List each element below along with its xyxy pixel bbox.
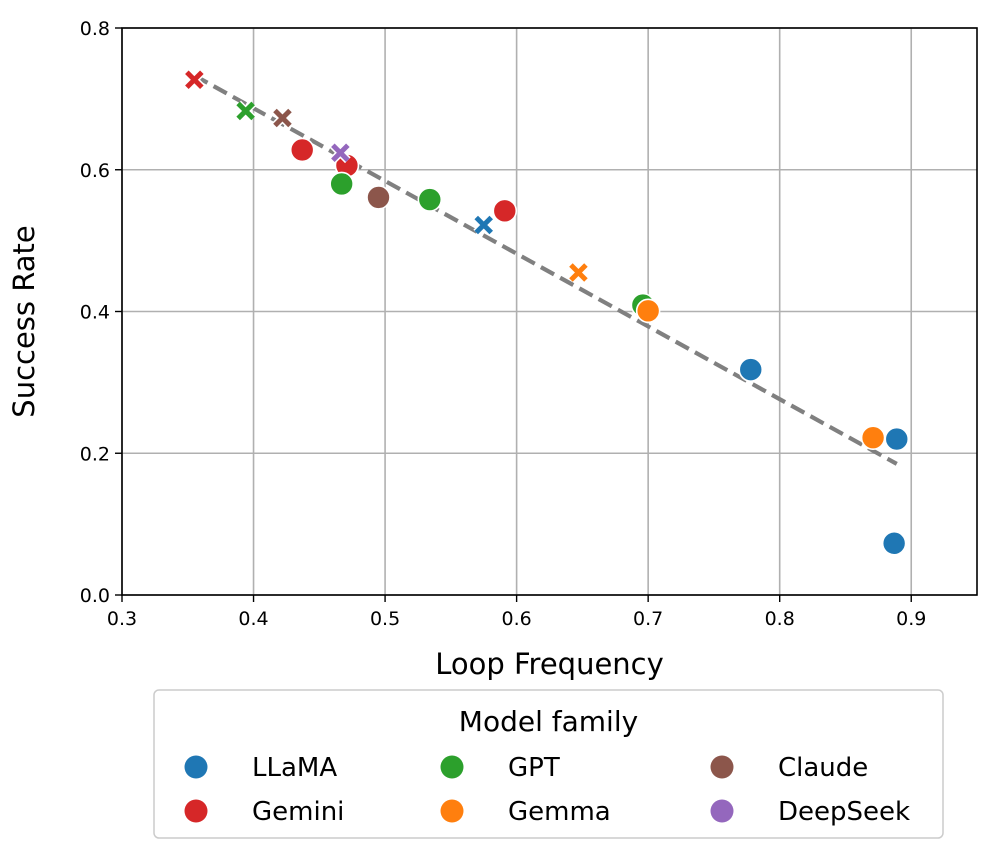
legend-item-gemini: Gemini [184, 797, 344, 827]
deepseek-point-x-marker [330, 142, 351, 164]
legend-item-gpt: GPT [440, 753, 560, 783]
legend: Model family LLaMA Gemini GPT Gemma Claude De… [153, 689, 944, 839]
legend-label: Gemini [252, 797, 344, 827]
legend-label: LLaMA [252, 753, 337, 783]
x-tick-label: 0.5 [370, 608, 400, 630]
gpt-point-circle-marker [417, 187, 443, 212]
legend-items: LLaMA Gemini GPT Gemma Claude DeepSeek [184, 753, 910, 827]
legend-item-deepseek: DeepSeek [710, 797, 910, 827]
claude-point-circle-marker [366, 185, 391, 210]
legend-label: DeepSeek [778, 797, 910, 827]
gemma-point-circle-marker [635, 298, 661, 324]
y-tick-label: 0.4 [80, 302, 110, 324]
legend-title: Model family [459, 705, 638, 738]
gemma-point-circle-marker [860, 425, 886, 450]
legend-item-gemma: Gemma [440, 797, 611, 827]
x-tick-label: 0.9 [896, 608, 926, 630]
x-tick-label: 0.3 [107, 608, 137, 630]
gemini-point-x-marker [184, 69, 205, 91]
gemini-point-circle-marker [289, 137, 315, 163]
llama-point-circle-marker [884, 426, 910, 452]
x-tick-label: 0.4 [238, 608, 268, 630]
y-tick-label: 0.2 [80, 443, 110, 465]
y-tick-label: 0.8 [80, 18, 110, 40]
y-axis-label: Success Rate [7, 225, 41, 417]
trend-line [193, 73, 898, 466]
x-axis-label: Loop Frequency [435, 647, 664, 681]
gpt-point-x-marker [235, 100, 256, 122]
gpt-point-circle-marker [329, 171, 354, 197]
legend-label: GPT [508, 753, 560, 783]
legend-marker [440, 799, 464, 823]
legend-marker [710, 799, 734, 823]
y-tick-label: 0.0 [80, 585, 110, 607]
legend-item-llama: LLaMA [184, 753, 337, 783]
llama-point-x-marker [473, 214, 495, 236]
y-tick-label: 0.6 [80, 160, 110, 182]
legend-label: Claude [778, 753, 868, 783]
llama-point-circle-marker [738, 357, 764, 382]
legend-marker [710, 755, 734, 779]
gemini-point-circle-marker [492, 198, 518, 224]
legend-marker [184, 799, 208, 823]
x-tick-label: 0.7 [633, 608, 663, 630]
x-tick-label: 0.6 [502, 608, 532, 630]
data-points [184, 69, 910, 556]
legend-box [153, 689, 944, 839]
x-axis-ticks: 0.3 0.4 0.5 0.6 0.7 0.8 0.9 [107, 595, 926, 630]
claude-point-x-marker [272, 107, 293, 129]
trend-line-group [193, 73, 898, 466]
legend-item-claude: Claude [710, 753, 868, 783]
llama-point-circle-marker [881, 530, 907, 556]
legend-marker [440, 755, 464, 779]
x-tick-label: 0.8 [765, 608, 795, 630]
y-axis-ticks: 0.0 0.2 0.4 0.6 0.8 [80, 18, 122, 607]
legend-label: Gemma [508, 797, 611, 827]
legend-marker [184, 755, 208, 779]
gemma-point-x-marker [568, 262, 589, 283]
